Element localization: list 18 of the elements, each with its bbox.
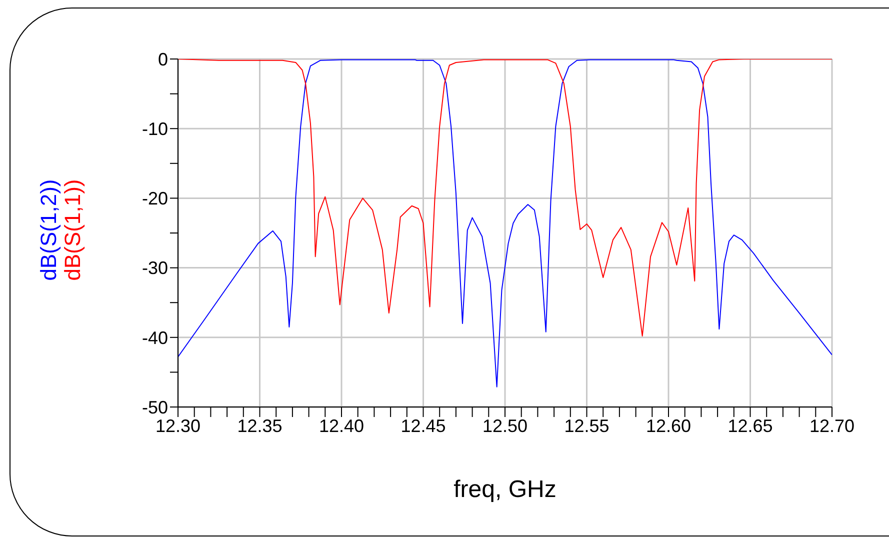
x-tick-label: 12.40 bbox=[318, 416, 364, 436]
x-tick-label: 12.70 bbox=[809, 416, 855, 436]
y-tick-label: -30 bbox=[142, 258, 168, 278]
x-tick-label: 12.65 bbox=[728, 416, 773, 436]
text: dB(S(1,1)) bbox=[60, 179, 85, 281]
x-tick-label: 12.30 bbox=[155, 416, 201, 436]
y-tick-label: -10 bbox=[142, 118, 168, 139]
y-tick-label: 0 bbox=[158, 49, 168, 70]
text: dB(S(1,2)) bbox=[36, 179, 61, 281]
y-tick-label: -50 bbox=[142, 397, 168, 418]
y-tick-label: -40 bbox=[142, 328, 168, 348]
x-tick-label: 12.45 bbox=[400, 416, 446, 436]
y-tick-label: -20 bbox=[142, 188, 168, 209]
x-tick-label: 12.35 bbox=[237, 416, 282, 436]
x-tick-label: 12.50 bbox=[482, 416, 528, 436]
x-tick-label: 12.55 bbox=[564, 416, 610, 436]
x-axis-title: freq, GHz bbox=[454, 476, 556, 503]
x-tick-label: 12.60 bbox=[646, 416, 692, 436]
